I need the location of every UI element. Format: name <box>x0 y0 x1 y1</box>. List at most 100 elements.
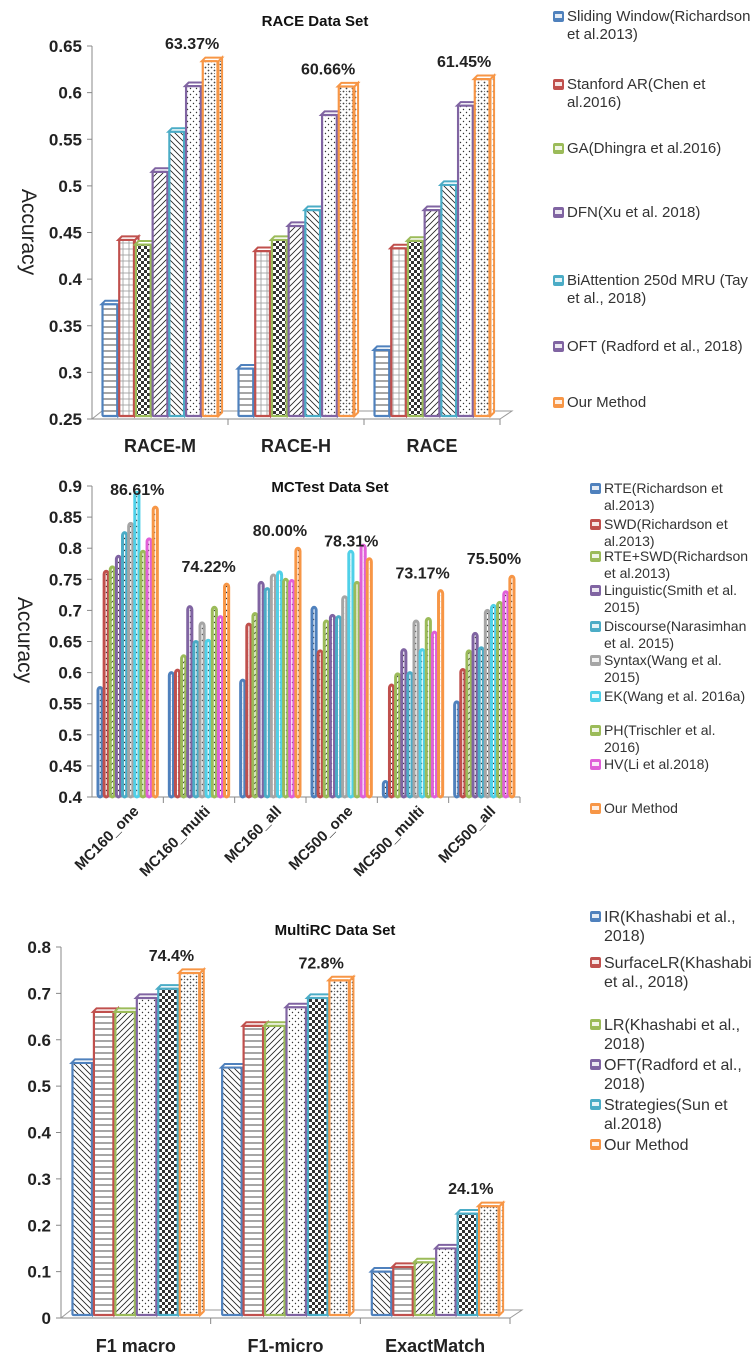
bar <box>239 678 247 799</box>
bar <box>204 638 212 799</box>
bar-side <box>353 80 360 419</box>
bar <box>287 224 305 418</box>
legend-label: RTE+SWD(Richardson et al.2013) <box>604 548 749 581</box>
legend-item: RTE(Richardson et al.2013) <box>590 480 755 514</box>
bar <box>489 603 498 799</box>
bar <box>251 612 259 799</box>
legend-label: OFT (Radford et al., 2018) <box>567 338 743 355</box>
y-tick-label: 0.4 <box>58 788 82 807</box>
legend-swatch <box>590 691 601 702</box>
legend-label: DFN(Xu et al. 2018) <box>567 204 701 221</box>
chart-title: MultiRC Data Set <box>275 922 396 939</box>
bar <box>151 505 159 799</box>
legend-swatch <box>590 1059 601 1070</box>
x-tick-label: RACE-M <box>124 436 196 456</box>
x-tick-label: RACE-H <box>261 436 331 456</box>
legend-label: LR(Khashabi et al., 2018) <box>604 1017 741 1054</box>
legend-item: Strategies(Sun et al.2018) <box>590 1096 755 1134</box>
bar <box>223 582 231 799</box>
bar <box>435 1247 457 1317</box>
legend-swatch <box>590 803 601 814</box>
legend-label: OFT(Radford et al., 2018) <box>604 1057 742 1094</box>
bar <box>263 1024 286 1317</box>
bar <box>406 671 414 799</box>
y-tick-label: 0.9 <box>58 477 82 496</box>
bar <box>306 996 329 1317</box>
legend-label: IR(Khashabi et al., 2018) <box>604 909 736 946</box>
bar <box>400 648 408 799</box>
bar <box>139 549 147 799</box>
bar <box>359 543 367 799</box>
legend-label: Linguistic(Smith et al. 2015) <box>604 582 738 615</box>
bar <box>310 605 318 799</box>
legend-item: OFT(Radford et al., 2018) <box>590 1056 755 1094</box>
bar <box>508 574 516 799</box>
legend-label: Stanford AR(Chen et al.2016) <box>567 76 706 111</box>
y-tick-label: 0.2 <box>27 1216 51 1235</box>
bar <box>282 577 290 799</box>
bar <box>216 615 225 799</box>
bar <box>96 686 104 799</box>
legend-item: EK(Wang et al. 2016a) <box>590 688 755 705</box>
data-label: 74.22% <box>181 559 235 576</box>
bar <box>502 590 510 799</box>
bar <box>135 996 158 1317</box>
legend-label: Our Method <box>604 800 678 816</box>
bar <box>418 648 426 799</box>
bar <box>424 616 432 799</box>
legend-item: Discourse(Narasimhan et al. 2015) <box>590 618 755 652</box>
legend-label: SWD(Richardson et al.2013) <box>604 516 728 549</box>
bar <box>370 1270 393 1317</box>
legend-item: HV(Li et al.2018) <box>590 756 755 773</box>
legend-label: EK(Wang et al. 2016a) <box>604 688 746 704</box>
bar <box>440 183 458 418</box>
data-label: 73.17% <box>395 566 449 583</box>
y-tick-label: 0.3 <box>27 1170 51 1189</box>
legend-label: HV(Li et al.2018) <box>604 756 710 772</box>
bar <box>341 595 349 799</box>
legend-label: PH(Trischler et al. 2016) <box>604 722 716 755</box>
y-tick-label: 0.7 <box>58 601 82 620</box>
bar <box>108 565 116 799</box>
legend-label: Strategies(Sun et al.2018) <box>604 1097 728 1134</box>
bar <box>423 209 441 418</box>
legend-item: Linguistic(Smith et al. 2015) <box>590 582 755 616</box>
bar <box>257 580 265 799</box>
data-label: 60.66% <box>301 61 355 78</box>
bar-side <box>199 966 205 1318</box>
chart-3: MultiRC Data Set 0 0.1 0.2 0.3 0.4 0.5 0.6 0.7 0.… <box>27 922 524 1356</box>
x-tick-label: RACE <box>406 436 457 456</box>
legend-label: BiAttention 250d MRU (Tay et al., 2018) <box>567 272 748 307</box>
bar <box>180 654 188 799</box>
legend-swatch <box>553 79 564 90</box>
legend-swatch <box>590 911 601 922</box>
legend-item: OFT (Radford et al., 2018) <box>553 338 753 356</box>
x-tick-label: MC500_one <box>286 803 357 874</box>
legend-swatch <box>590 1019 601 1030</box>
bar <box>186 605 194 799</box>
y-tick-label: 0.65 <box>49 37 82 56</box>
bar <box>373 348 391 418</box>
bar <box>114 554 123 799</box>
legend-swatch <box>590 759 601 770</box>
bar <box>102 569 110 799</box>
legend-label: Our Method <box>567 394 647 411</box>
bar <box>390 247 408 418</box>
bar <box>245 622 253 799</box>
y-tick-label: 0.3 <box>58 363 82 382</box>
legend-swatch <box>590 1099 601 1110</box>
legend-swatch <box>590 621 601 632</box>
chart-title: RACE Data Set <box>262 13 369 30</box>
bar <box>477 646 485 799</box>
legend-swatch <box>553 341 564 352</box>
y-tick-label: 0.55 <box>49 130 82 149</box>
bar <box>101 303 119 418</box>
data-label: 75.50% <box>467 551 521 568</box>
legend-item: PH(Trischler et al. 2016) <box>590 722 755 756</box>
y-tick-label: 0.75 <box>49 570 82 589</box>
legend-label: RTE(Richardson et al.2013) <box>604 480 723 513</box>
bar <box>437 589 445 799</box>
bar <box>320 113 338 418</box>
data-label: 74.4% <box>149 948 194 965</box>
